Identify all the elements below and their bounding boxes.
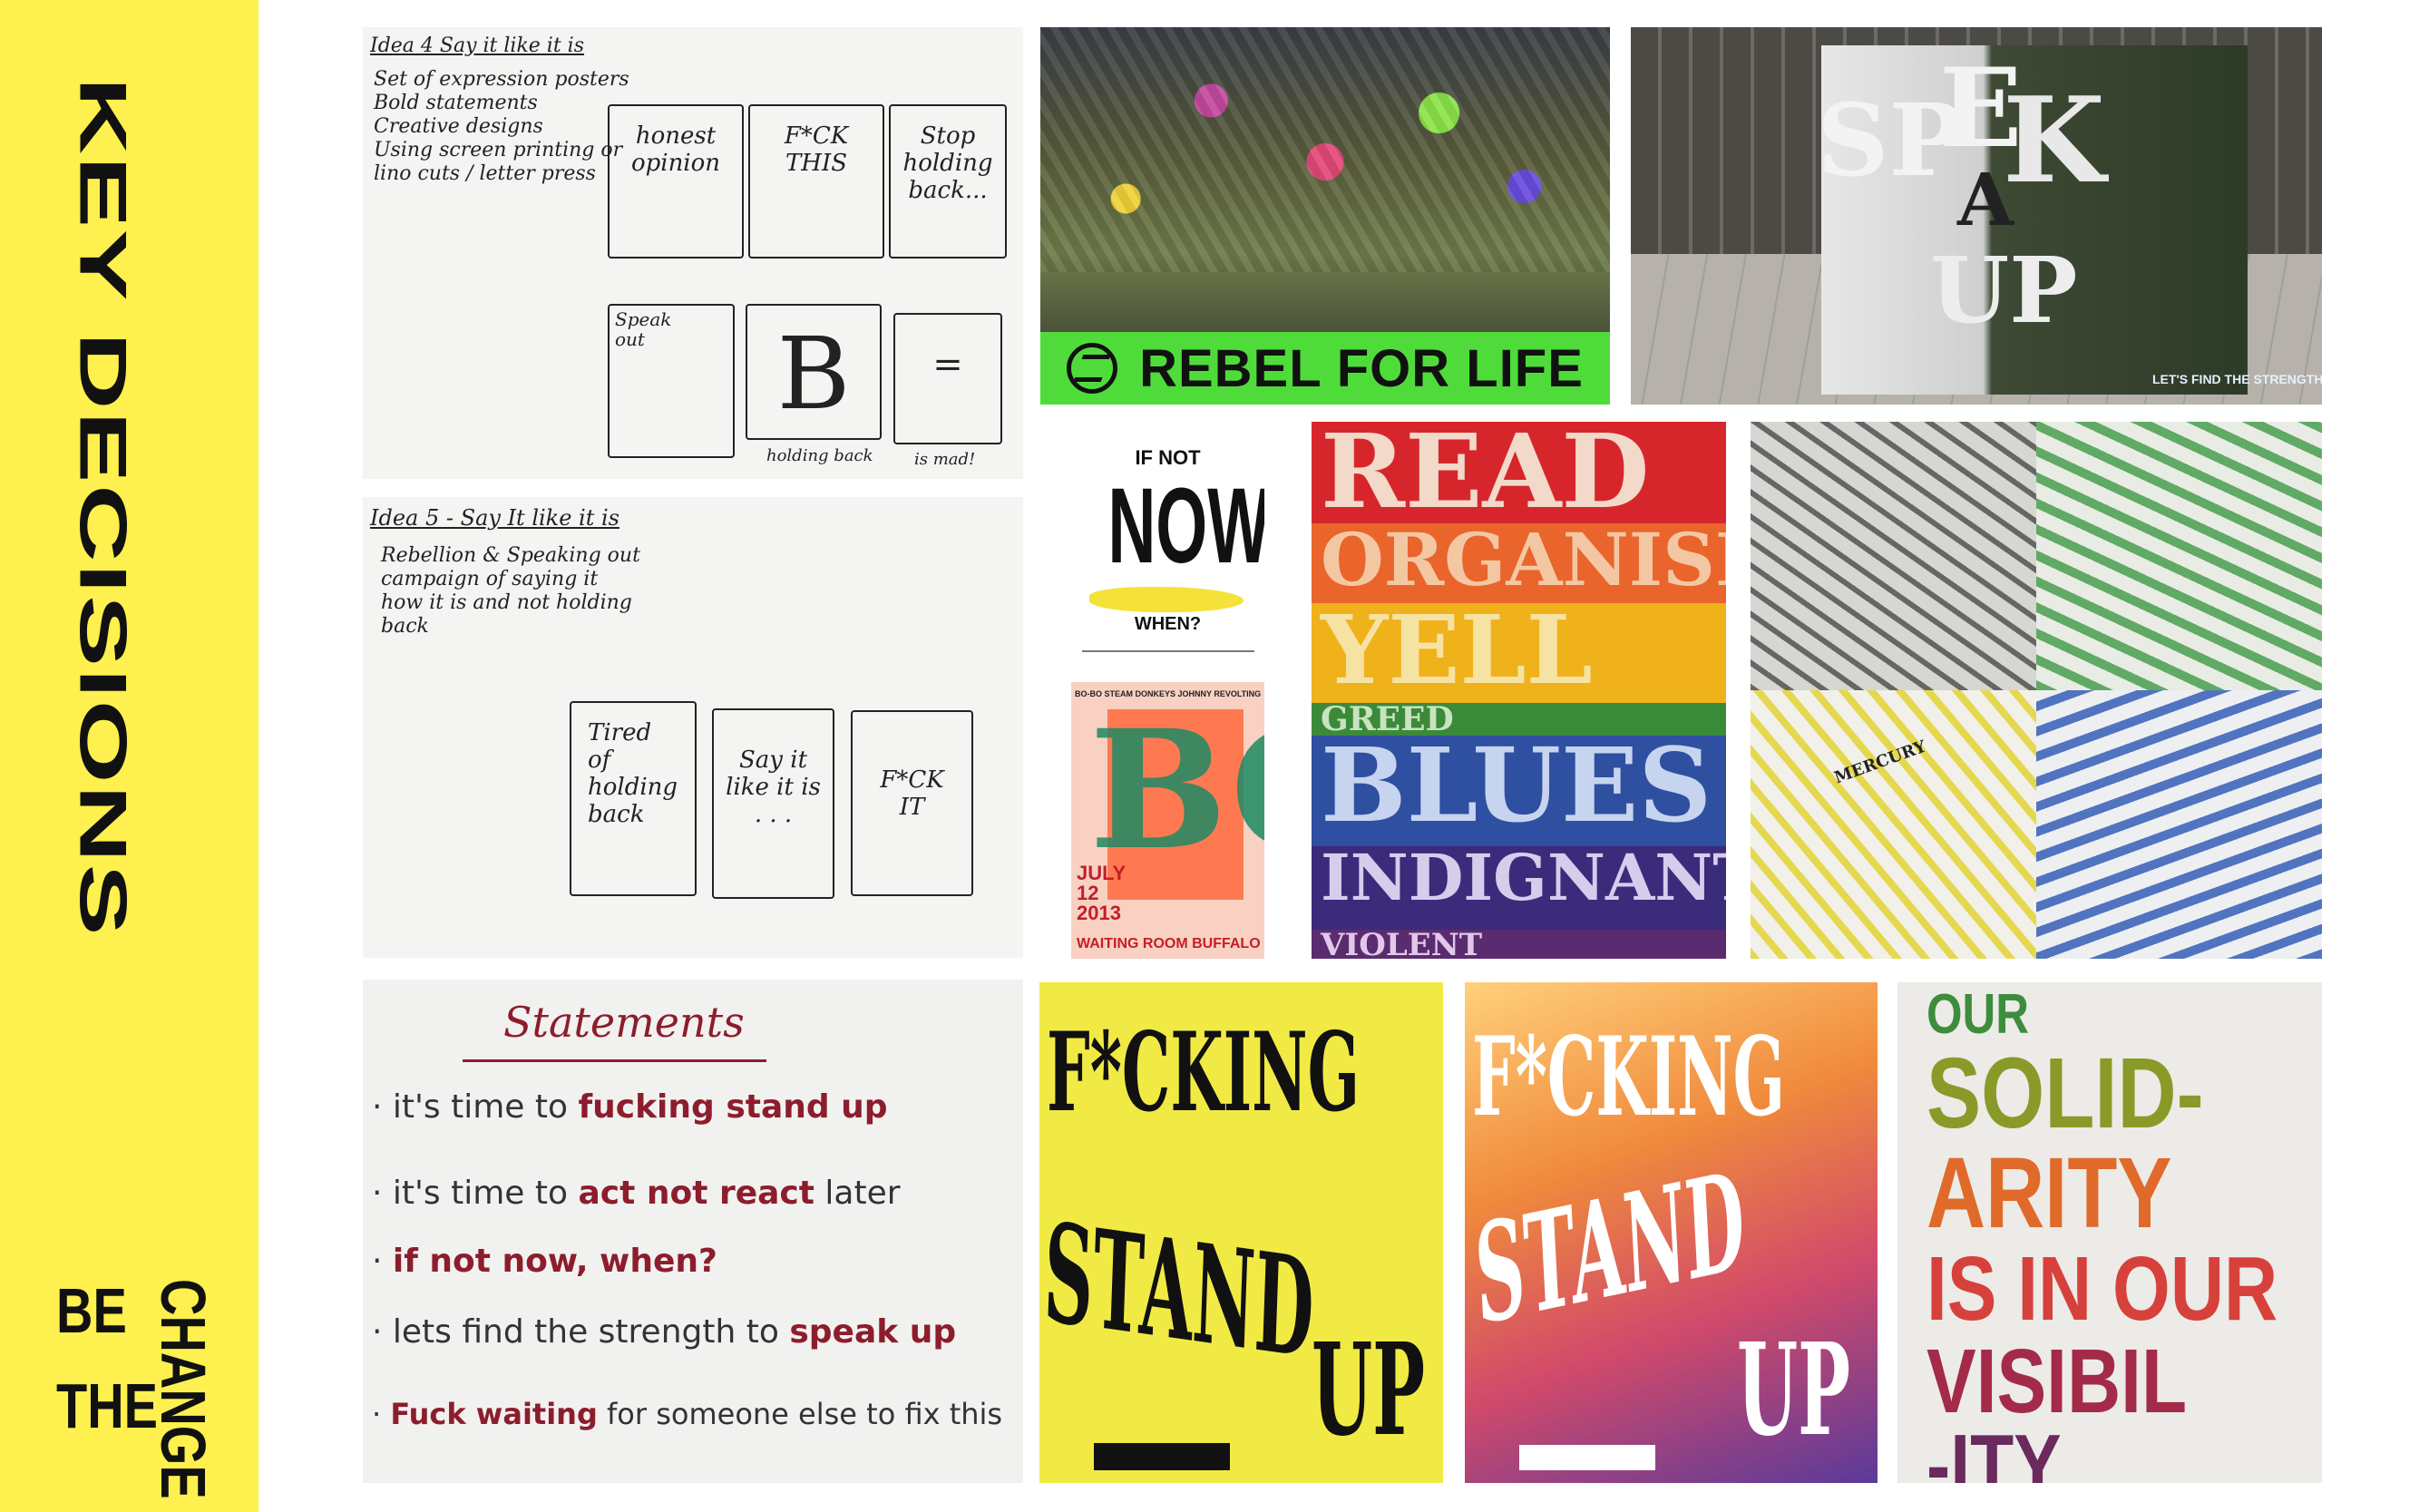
poster-line: UP (1312, 1316, 1426, 1465)
extinction-rebellion-icon (1067, 343, 1118, 394)
poster-footer-rule (1082, 650, 1254, 652)
statement-text: · lets find the strength to (372, 1313, 790, 1351)
statement-line: · lets find the strength to speak up (372, 1313, 956, 1351)
rainbow-row: ORGANISE (1312, 523, 1726, 603)
statement-text: · it's time to (372, 1175, 579, 1212)
brand-word-the: THE (56, 1371, 158, 1441)
poster-bar (1094, 1443, 1230, 1470)
poster-bar (1519, 1445, 1655, 1470)
statement-text: · (372, 1243, 393, 1280)
sketch-notes: Rebellion & Speaking out campaign of say… (381, 544, 640, 638)
poster-line: -ITY (1926, 1417, 2062, 1484)
brand-logo: BE THE CHANGE (56, 1275, 219, 1499)
sketch-heading: Idea 4 Say it like it is (370, 34, 584, 57)
bobo-venue: WAITING ROOM BUFFALO (1077, 936, 1261, 951)
if-not-now-poster: IF NOT NOW WHEN? (1071, 428, 1264, 673)
sketch-box: F*CK THIS (748, 104, 884, 259)
poster-line: UP (1737, 1316, 1851, 1465)
statement-line: · if not now, when? (372, 1243, 717, 1280)
poster-line: IS IN OUR (1926, 1238, 2278, 1340)
statement-text: later (814, 1175, 901, 1212)
sketch-box: Speak out (608, 304, 735, 458)
sketch-idea-4: Idea 4 Say it like it is Set of expressi… (363, 27, 1023, 479)
poster-main-text: NOW (1107, 466, 1264, 586)
bobo-gig-poster: BO-BO STEAM DONKEYS JOHNNY REVOLTING THE… (1071, 682, 1264, 959)
speak-up-cube-photo: SP E A K UP LET'S FIND THE STRENGTH TO S… (1631, 27, 2322, 405)
cube-letters: K (2003, 71, 2105, 210)
sidebar-title: KEY DECISIONS (65, 77, 141, 938)
statement-highlight: Fuck waiting (390, 1397, 598, 1431)
poster-line: STAND (1471, 1140, 1749, 1357)
sketch-caption: is mad! (914, 450, 976, 469)
statements-underline (463, 1059, 766, 1062)
cube-letters: SP (1817, 82, 1965, 199)
sketch-box: F*CK IT (851, 710, 973, 896)
statement-line: · it's time to act not react later (372, 1175, 901, 1212)
bobo-big-letters: BO (1089, 695, 1264, 886)
poster-line: VISIBIL (1926, 1331, 2188, 1432)
protest-photo: REBEL FOR LIFE (1040, 27, 1610, 405)
sketch-box: honest opinion (608, 104, 744, 259)
poster-line: STAND (1041, 1193, 1317, 1390)
collage-quadrant-grey (1751, 422, 2036, 690)
sketch-box: Say it like it is . . . (712, 708, 834, 899)
protest-crowd (1040, 27, 1610, 272)
statement-highlight: speak up (789, 1313, 957, 1351)
paint-splash (1089, 587, 1244, 612)
bobo-orange-block (1107, 709, 1244, 900)
poster-line: F*CKING (1047, 1009, 1360, 1136)
sidebar: KEY DECISIONS BE THE CHANGE (0, 0, 258, 1512)
poster-bottom-text: WHEN? (1134, 614, 1202, 634)
statement-text: · (372, 1397, 391, 1431)
sketch-box: B (746, 304, 882, 440)
rainbow-row: BLUES (1312, 736, 1726, 846)
speak-up-cube: SP E A K UP LET'S FIND THE STRENGTH TO S… (1817, 44, 2322, 395)
poster-top-text: IF NOT (1135, 446, 1201, 469)
cube-letters: A (1957, 157, 2014, 242)
read-organise-poster: READ ORGANISE YELL GREED BLUES INDIGNANT… (1312, 422, 1726, 959)
solidarity-poster: OUR SOLID- ARITY IS IN OUR VISIBIL -ITY (1897, 982, 2322, 1483)
collage-quadrant-blue (2036, 690, 2322, 959)
sketch-box: Tired of holding back (570, 701, 697, 896)
bobo-header: BO-BO STEAM DONKEYS JOHNNY REVOLTING THE… (1075, 689, 1261, 698)
statements-sheet: Statements · it's time to fucking stand … (363, 980, 1023, 1483)
sketch-caption: holding back (766, 446, 873, 465)
stand-up-yellow-poster: F*CKING STAND UP (1039, 982, 1443, 1483)
poster-line: OUR (1926, 983, 2029, 1046)
statement-highlight: if not now, when? (392, 1243, 717, 1280)
sketch-box: Stop holding back... (889, 104, 1007, 259)
cube-letters: E (1939, 44, 2023, 172)
protest-banner: REBEL FOR LIFE (1040, 332, 1610, 405)
sketch-idea-5: Idea 5 - Say It like it is Rebellion & S… (363, 497, 1023, 958)
rainbow-row: INDIGNANT (1312, 846, 1726, 930)
bobo-date: JULY 12 2013 (1077, 862, 1127, 924)
rainbow-row: YELL (1312, 603, 1726, 703)
cube-letters: UP (1930, 237, 2078, 344)
collage-quadrant-yellow (1751, 690, 2036, 959)
sketch-notes: Set of expression posters Bold statement… (374, 68, 629, 185)
rainbow-row: VIOLENT (1312, 930, 1726, 959)
statement-line: · Fuck waiting for someone else to fix t… (372, 1397, 1002, 1431)
poster-line: SOLID- (1926, 1038, 2204, 1149)
poster-line: F*CKING (1472, 1013, 1785, 1141)
statement-highlight: fucking stand up (578, 1088, 888, 1126)
statement-text: for someone else to fix this (597, 1397, 1003, 1431)
statement-line: · it's time to fucking stand up (372, 1088, 888, 1126)
stand-up-gradient-poster: F*CKING STAND UP (1465, 982, 1878, 1483)
statement-highlight: act not react (578, 1175, 814, 1212)
poster-line: ARITY (1926, 1137, 2172, 1249)
statement-text: · it's time to (372, 1088, 579, 1126)
rainbow-row: READ (1312, 422, 1726, 523)
sketch-box: = (893, 313, 1002, 444)
rainbow-row: GREED (1312, 703, 1726, 736)
protest-banner-text: REBEL FOR LIFE (1139, 338, 1584, 398)
brand-word-change: CHANGE (148, 1279, 219, 1499)
sketch-heading: Idea 5 - Say It like it is (370, 505, 619, 531)
brand-word-be: BE (56, 1275, 127, 1346)
collage-quadrant-green (2036, 422, 2322, 690)
statements-title: Statements (503, 998, 745, 1047)
screenprint-collage: MERCURY (1751, 422, 2322, 959)
